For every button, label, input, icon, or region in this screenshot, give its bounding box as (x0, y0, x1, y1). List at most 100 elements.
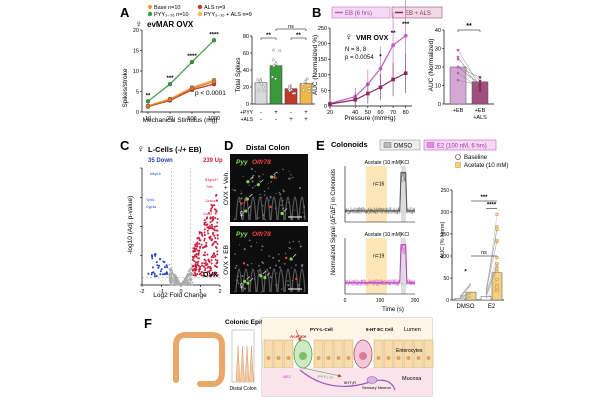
panel-d-title: Distal Colon (246, 143, 290, 152)
point-up (210, 267, 213, 270)
panel-f-title: Colonic Epithelium (225, 319, 284, 326)
tissue-speck (299, 242, 301, 244)
pyy-cell (243, 279, 247, 284)
tissue-speck (262, 173, 264, 176)
kcl-label: KCl (401, 232, 409, 238)
point-ns (191, 283, 194, 286)
point-ns (181, 281, 184, 284)
bar (269, 65, 283, 105)
bar-row-sign: + (274, 110, 278, 116)
series-line (329, 35, 407, 105)
pyy-cell (246, 281, 250, 285)
point-down (162, 260, 165, 263)
point-up (205, 241, 208, 244)
crypt-outline (256, 196, 264, 221)
point-up (209, 217, 212, 220)
bar-row-sign: - (260, 110, 262, 116)
paired-line (457, 67, 481, 78)
point-up (209, 221, 212, 224)
data-dot (495, 277, 499, 281)
point-up (198, 249, 201, 252)
villus (249, 345, 254, 383)
point-ns (171, 269, 174, 272)
olfr-cell (269, 205, 272, 209)
tissue-speck (270, 197, 272, 199)
point-up (216, 250, 219, 253)
pyy-cell (244, 209, 248, 213)
panel-e-legend: DMSO E2 (100 nM, 6 hrs) (379, 139, 497, 151)
data-dot (262, 89, 266, 93)
olfr-cell (242, 262, 246, 265)
tissue-speck (282, 189, 284, 191)
tissue-speck (295, 264, 297, 266)
point-up (216, 243, 219, 246)
legend-marker-als (197, 4, 203, 10)
point-up (214, 212, 217, 215)
auc-xlabel-ebals-1: +EB (475, 108, 486, 114)
tissue-speck (254, 185, 256, 187)
data-point (145, 104, 151, 109)
tissue-speck (243, 287, 246, 290)
tissue-speck (248, 214, 250, 216)
tissue-speck (254, 278, 256, 281)
point-ns (172, 273, 175, 276)
crypt-outline (249, 196, 257, 221)
paired-line (459, 282, 472, 296)
y-tick-label: 50 (443, 276, 449, 282)
bar (299, 83, 313, 105)
point-ns (169, 268, 172, 271)
point-up (199, 239, 202, 242)
point-up (197, 253, 200, 256)
colon-shape-distal (197, 369, 225, 387)
panel-c-tag: OVX (203, 272, 218, 279)
e-xlabel-dmso: DMSO (457, 304, 475, 310)
tissue-speck (267, 182, 269, 184)
panel-c-down: 35 Down (148, 158, 173, 164)
point-down (147, 272, 150, 275)
tissue-speck (258, 217, 260, 219)
bar-row-sign: - (275, 117, 277, 123)
legend-marker-base (147, 4, 153, 10)
point-up (214, 208, 217, 211)
data-point (366, 91, 370, 96)
point-up (203, 237, 206, 240)
row-label-eb: OVX + EB (223, 245, 230, 275)
point-up (214, 264, 217, 267)
villus (244, 345, 250, 383)
point-ns (168, 283, 171, 286)
point-up (192, 250, 195, 253)
data-dot (288, 89, 292, 93)
tissue-speck (274, 264, 277, 267)
e-xlabel-e2: E2 (488, 304, 496, 310)
panel-c-title: L-Cells (-/+ EB) (148, 145, 202, 154)
tissue-speck (240, 192, 243, 195)
enterocyte-nucleus (406, 356, 411, 360)
y-tick-label: 100 (318, 73, 327, 79)
y-tick-label: 40 (435, 28, 441, 34)
enterocyte-nucleus (326, 356, 331, 360)
legend-marker-pyy (147, 11, 153, 17)
data-dot (301, 83, 305, 86)
stain-pyy-top: Pyy (236, 159, 248, 166)
point-up (208, 225, 211, 228)
auc-xlabel-eb: +EB (453, 108, 464, 114)
tissue-speck (258, 264, 260, 267)
trace-x-tick: 200 (411, 298, 420, 304)
trace-x-tick: 0 (344, 298, 347, 304)
y-tick-label: 0 (446, 298, 449, 304)
label-ec-cell: 5-HT EC Cell (366, 327, 393, 332)
point-down (152, 271, 155, 274)
point-up (201, 246, 204, 249)
point-up (203, 231, 206, 234)
y-tick-label: 5 (136, 90, 139, 96)
series-line (147, 81, 215, 107)
paired-line (485, 263, 498, 295)
point-ns (187, 273, 190, 276)
point-up (204, 221, 207, 224)
micrograph-veh-texture (232, 167, 306, 221)
tissue-speck (263, 194, 266, 196)
female-symbol-d1: ♀ (237, 207, 246, 221)
point-up (216, 229, 219, 232)
point-up (211, 233, 214, 236)
point-down (164, 272, 167, 275)
